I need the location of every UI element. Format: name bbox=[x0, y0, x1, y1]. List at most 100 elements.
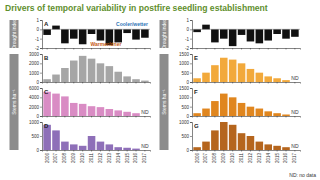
panel-letter: E bbox=[194, 55, 198, 61]
x-tick bbox=[47, 82, 48, 84]
x-tick bbox=[109, 48, 110, 50]
x-tick-mark bbox=[214, 48, 215, 50]
x-tick: 2016 bbox=[283, 150, 288, 163]
x-tick bbox=[82, 82, 83, 84]
y-axis-line bbox=[190, 55, 193, 83]
x-tick-mark bbox=[144, 82, 145, 84]
x-tick bbox=[206, 48, 207, 50]
x-tick bbox=[206, 116, 207, 118]
x-axis-line bbox=[193, 151, 301, 152]
x-tick-mark bbox=[294, 48, 295, 50]
panel: -2-101ADrought indexCooler/wetterWarmer/… bbox=[10, 18, 151, 51]
bar bbox=[70, 29, 78, 38]
x-tick: 2017 bbox=[142, 150, 147, 163]
x-tick-label: 2014 bbox=[266, 153, 271, 164]
bar bbox=[211, 101, 219, 116]
y-tick-mark bbox=[40, 39, 42, 40]
bar bbox=[114, 110, 122, 116]
y-tick-label: 1500 bbox=[179, 86, 190, 91]
x-tick: 2008 bbox=[212, 150, 217, 163]
bar bbox=[43, 29, 51, 35]
x-tick-mark bbox=[100, 116, 101, 118]
y-tick-mark bbox=[40, 73, 42, 74]
x-tick: 2015 bbox=[275, 150, 280, 163]
y-tick-mark bbox=[40, 82, 42, 83]
y-tick: -1 bbox=[35, 37, 42, 42]
y-tick-label: -1 bbox=[35, 37, 39, 42]
bar bbox=[70, 144, 78, 150]
x-tick bbox=[91, 48, 92, 50]
x-axis-line bbox=[43, 83, 151, 84]
x-tick: 2009 bbox=[71, 150, 76, 163]
x-tick: 2007 bbox=[53, 150, 58, 163]
bar bbox=[97, 29, 105, 40]
x-tick-label: 2014 bbox=[116, 153, 121, 164]
annotation: ND bbox=[291, 109, 299, 115]
y-tick-mark bbox=[190, 107, 192, 108]
bar bbox=[229, 60, 237, 82]
x-tick bbox=[294, 82, 295, 84]
x-tick-label: 2017 bbox=[142, 153, 147, 164]
x-tick bbox=[56, 48, 57, 50]
y-tick: 4000 bbox=[29, 95, 42, 100]
y-tick: 1 bbox=[36, 18, 42, 23]
y-tick-label: -1 bbox=[185, 37, 189, 42]
y-axis-line bbox=[190, 123, 193, 151]
y-tick-mark bbox=[190, 136, 192, 137]
bar bbox=[88, 106, 96, 116]
y-tick: 6000 bbox=[29, 86, 42, 91]
x-axis bbox=[43, 116, 151, 118]
x-tick-mark bbox=[286, 82, 287, 84]
bars bbox=[193, 122, 289, 150]
x-tick bbox=[100, 48, 101, 50]
y-tick-label: 1000 bbox=[29, 120, 40, 125]
footnote: ND: no data bbox=[289, 172, 316, 178]
bars bbox=[193, 94, 289, 116]
x-tick bbox=[144, 116, 145, 118]
bar bbox=[264, 111, 272, 116]
bar bbox=[132, 29, 140, 39]
bars bbox=[193, 25, 298, 46]
x-tick bbox=[100, 82, 101, 84]
y-tick-label: 1000 bbox=[179, 120, 190, 125]
y-axis-title: Stems ha⁻¹ bbox=[11, 89, 17, 115]
bar bbox=[220, 94, 228, 116]
x-tick-mark bbox=[64, 82, 65, 84]
x-tick-mark bbox=[82, 82, 83, 84]
y-tick-mark bbox=[190, 54, 192, 55]
x-tick bbox=[197, 48, 198, 50]
y-axis-title: Stems ha⁻¹ bbox=[161, 89, 167, 115]
bar bbox=[193, 147, 201, 150]
y-tick-label: 2000 bbox=[29, 105, 40, 110]
x-tick: 2010 bbox=[230, 150, 235, 163]
x-tick bbox=[64, 48, 65, 50]
x-axis-line bbox=[43, 49, 151, 50]
x-tick-mark bbox=[250, 116, 251, 118]
y-tick-mark bbox=[40, 122, 42, 123]
bars bbox=[193, 58, 289, 82]
y-tick-label: 1000 bbox=[179, 61, 190, 66]
y-tick: 1500 bbox=[179, 86, 192, 91]
y-tick-label: 0 bbox=[36, 27, 39, 32]
x-tick bbox=[197, 82, 198, 84]
bar bbox=[247, 29, 255, 41]
x-tick bbox=[286, 82, 287, 84]
x-tick-mark bbox=[232, 48, 233, 50]
bars bbox=[43, 56, 148, 82]
y-tick: 1500 bbox=[179, 52, 192, 57]
x-tick-mark bbox=[197, 116, 198, 118]
x-tick-mark bbox=[206, 48, 207, 50]
bar bbox=[193, 113, 201, 116]
x-tick bbox=[250, 48, 251, 50]
x-tick-mark bbox=[127, 116, 128, 118]
x-tick: 2009 bbox=[221, 150, 226, 163]
y-tick: 2000 bbox=[29, 105, 42, 110]
y-tick-label: 1 bbox=[36, 18, 39, 23]
bar bbox=[256, 73, 264, 82]
bar bbox=[220, 122, 228, 150]
x-axis-line bbox=[43, 151, 151, 152]
x-tick-mark bbox=[223, 48, 224, 50]
x-tick: 2010 bbox=[80, 150, 85, 163]
bar bbox=[256, 142, 264, 150]
y-tick-mark bbox=[40, 97, 42, 98]
